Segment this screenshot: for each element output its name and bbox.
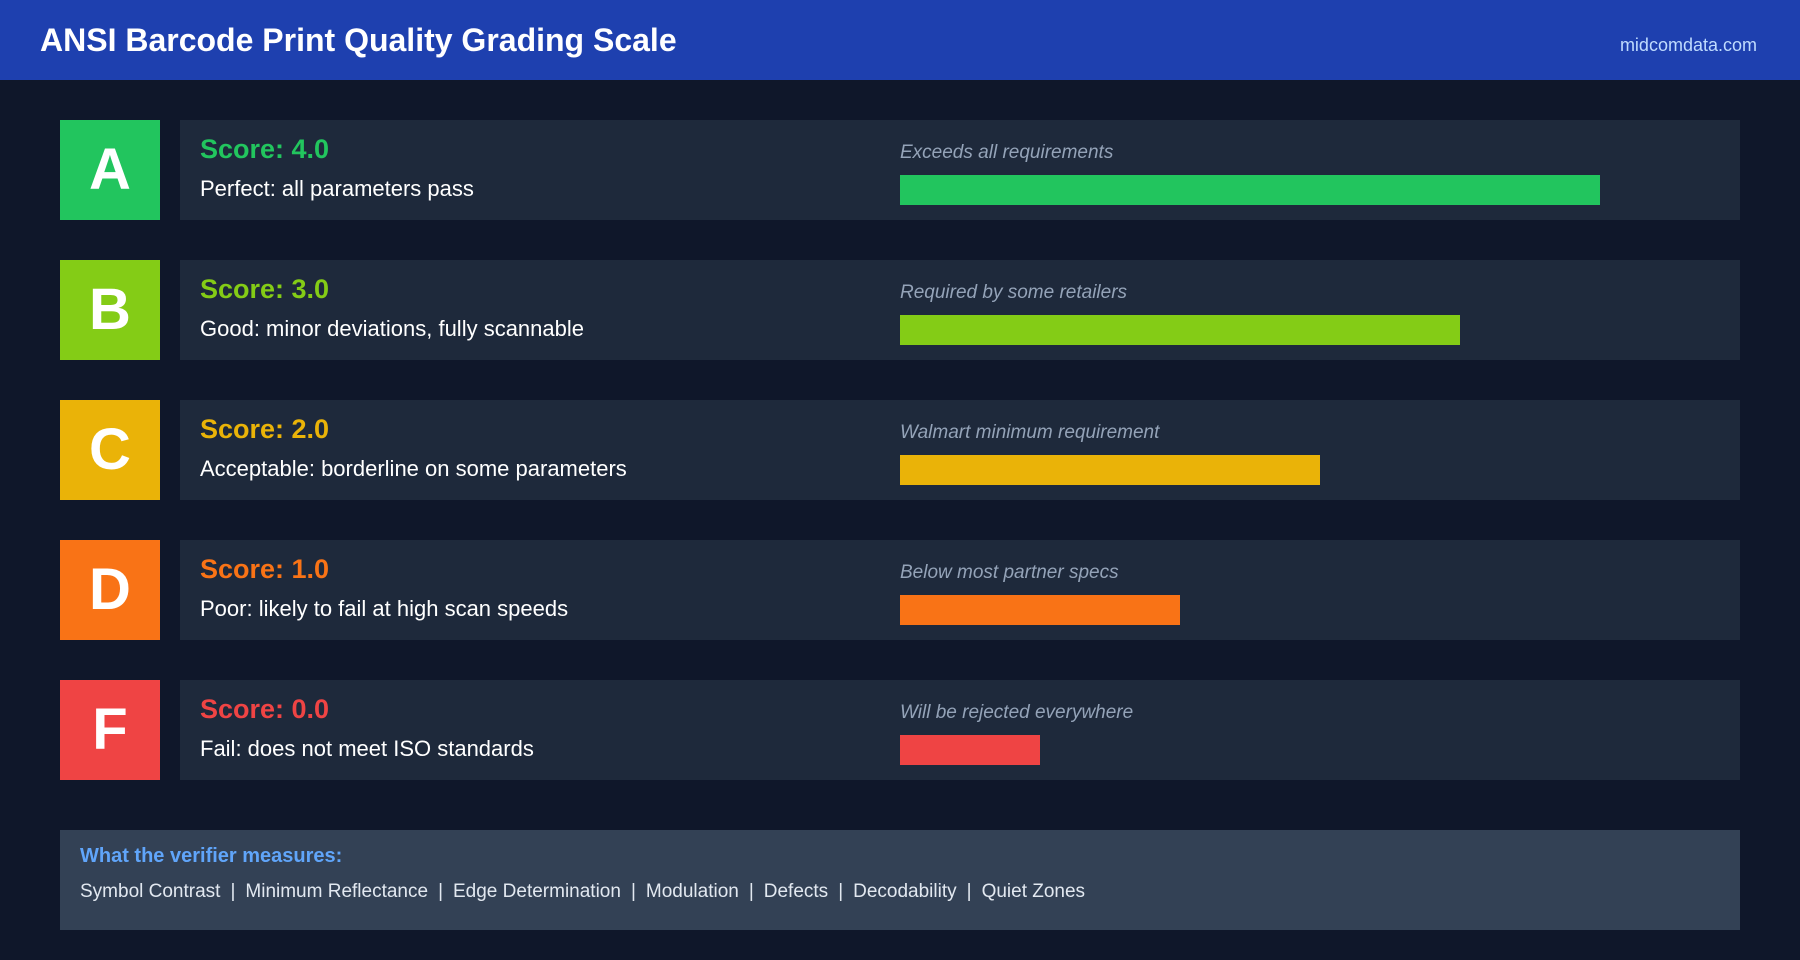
grade-note: Exceeds all requirements [900, 142, 1114, 163]
verifier-parameter: Quiet Zones [981, 881, 1086, 902]
grade-bar-track [900, 735, 1740, 765]
page-header: ANSI Barcode Print Quality Grading Scale… [0, 0, 1800, 80]
grade-description: Fail: does not meet ISO standards [200, 736, 534, 761]
parameter-separator: | [438, 881, 443, 902]
parameter-separator: | [838, 881, 844, 902]
grade-card: Score: 0.0 Fail: does not meet ISO standa… [180, 680, 1740, 780]
grade-note: Walmart minimum requirement [900, 422, 1160, 443]
grade-score-bar [900, 455, 1320, 485]
site-domain: midcomdata.com [1619, 35, 1757, 55]
grade-description: Perfect: all parameters pass [200, 176, 474, 201]
grade-row-a: A Score: 4.0 Perfect: all parameters pass E… [60, 120, 1740, 220]
parameter-separator: | [748, 881, 754, 902]
grade-note: Below most partner specs [900, 562, 1119, 583]
grade-letter-badge: B [60, 260, 160, 360]
grade-bar-track [900, 595, 1740, 625]
grade-letter-badge: D [60, 540, 160, 640]
verifier-parameter: Defects [763, 881, 829, 902]
verifier-measures-heading: What the verifier measures: [80, 845, 343, 867]
grade-score: Score: 3.0 [200, 274, 330, 304]
grade-note: Will be rejected everywhere [900, 702, 1134, 723]
grade-description: Poor: likely to fail at high scan speeds [200, 596, 569, 621]
verifier-parameter: Decodability [853, 881, 957, 902]
verifier-parameter-list: Symbol Contrast | Minimum Reflectance | Edge… [80, 881, 1085, 903]
grade-score: Score: 0.0 [200, 694, 330, 724]
grade-letter-badge: C [60, 400, 160, 500]
grade-score: Score: 4.0 [200, 134, 330, 164]
grade-score: Score: 1.0 [200, 554, 330, 584]
verifier-parameter: Edge Determination [453, 881, 621, 902]
grade-bar-track [900, 175, 1740, 205]
verifier-parameter: Modulation [645, 881, 739, 902]
verifier-parameter: Symbol Contrast [80, 881, 221, 902]
grade-list: A Score: 4.0 Perfect: all parameters pass E… [60, 120, 1740, 820]
parameter-separator: | [230, 881, 236, 902]
verifier-measures-panel: What the verifier measures: Symbol Contr… [60, 830, 1740, 930]
grade-card: Score: 1.0 Poor: likely to fail at high s… [180, 540, 1740, 640]
grade-score: Score: 2.0 [200, 414, 330, 444]
grade-score-bar [900, 595, 1180, 625]
grade-letter-badge: A [60, 120, 160, 220]
parameter-separator: | [966, 881, 972, 902]
grade-row-f: F Score: 0.0 Fail: does not meet ISO stand… [60, 680, 1740, 780]
grade-card: Score: 2.0 Acceptable: borderline on some… [180, 400, 1740, 500]
grade-description: Acceptable: borderline on some parameter… [200, 456, 627, 481]
parameter-separator: | [630, 881, 636, 902]
grade-row-c: C Score: 2.0 Acceptable: borderline on som… [60, 400, 1740, 500]
page-title: ANSI Barcode Print Quality Grading Scale [40, 22, 677, 58]
grade-note: Required by some retailers [900, 282, 1128, 303]
grade-score-bar [900, 175, 1600, 205]
verifier-parameter: Minimum Reflectance [245, 881, 429, 902]
grade-score-bar [900, 735, 1041, 765]
grade-row-b: B Score: 3.0 Good: minor deviations, fully… [60, 260, 1740, 360]
grade-score-bar [900, 315, 1461, 345]
grade-description: Good: minor deviations, fully scannable [200, 316, 584, 341]
grade-row-d: D Score: 1.0 Poor: likely to fail at high … [60, 540, 1740, 640]
grade-bar-track [900, 315, 1740, 345]
grade-card: Score: 4.0 Perfect: all parameters pass Ex… [180, 120, 1740, 220]
grade-letter-badge: F [60, 680, 160, 780]
grade-bar-track [900, 455, 1740, 485]
grade-card: Score: 3.0 Good: minor deviations, fully … [180, 260, 1740, 360]
